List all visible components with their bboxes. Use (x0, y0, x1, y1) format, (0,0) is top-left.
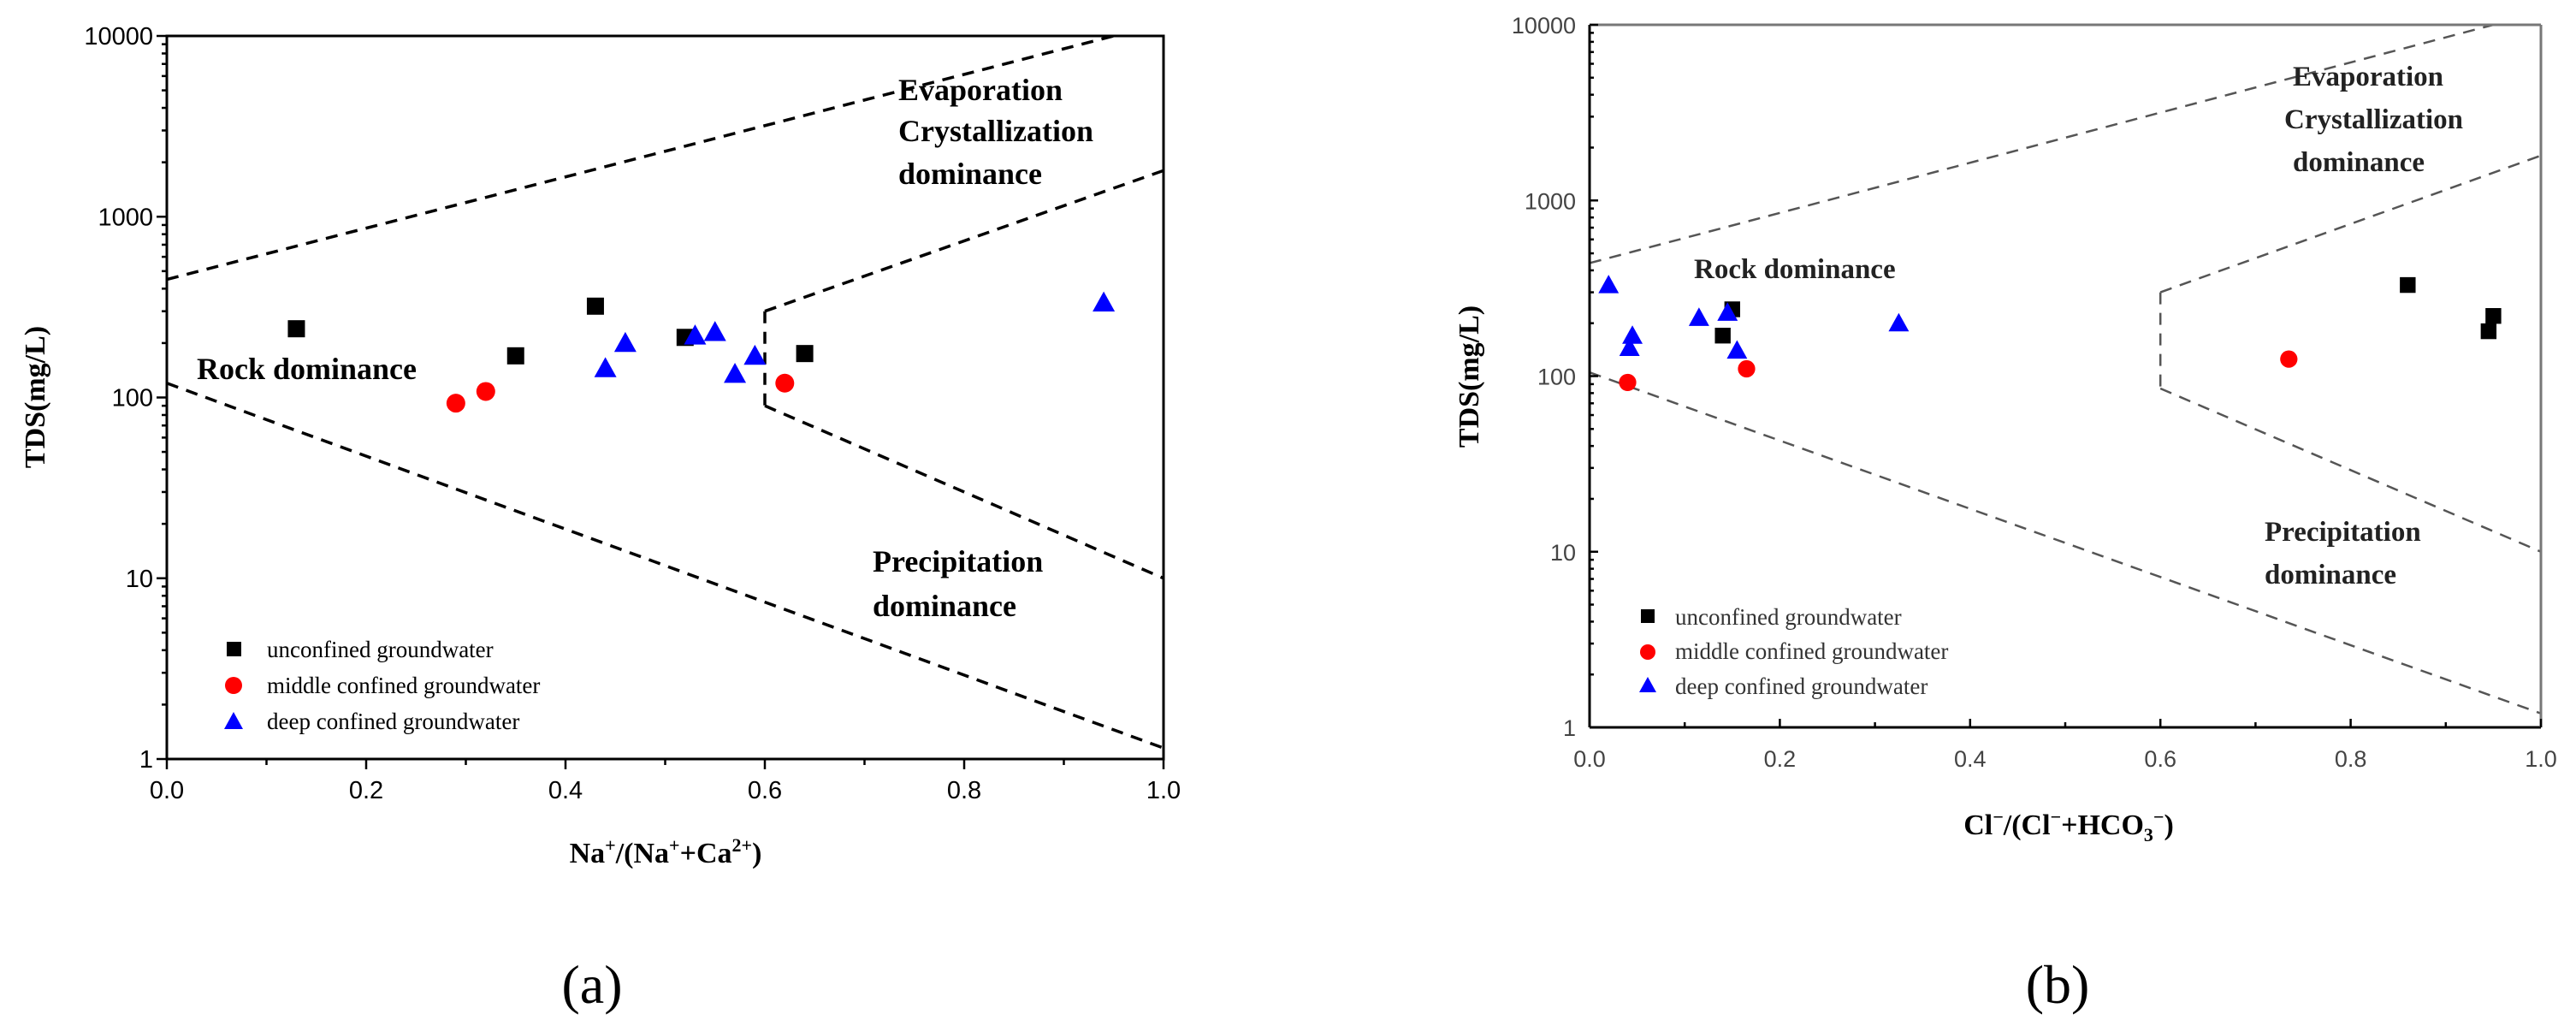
panel-b-legend-label-deep: deep confined groundwater (1675, 673, 1928, 699)
panel-b-legend-label-unconfined: unconfined groundwater (1675, 604, 1902, 630)
panel-a-annot-evaporation: Evaporation (898, 73, 1063, 107)
panel-b-point-unconfined (2485, 308, 2502, 324)
panel-b-point-deep (1598, 275, 1620, 294)
panel-a-annot-dominance-1: dominance (898, 157, 1042, 191)
panel-b-xtick-label: 0.0 (1573, 746, 1606, 772)
panel-b-point-middle (2280, 350, 2298, 368)
panel-a-point-deep (724, 362, 747, 383)
panel-b-legend: unconfined groundwater middle confined g… (1639, 604, 1948, 699)
panel-b-point-middle (1738, 359, 1756, 378)
panel-b-point-deep (1622, 325, 1643, 344)
panel-b: 0.0 0.2 0.4 0.6 0.8 1.0 1 10 100 1000 10000 TDS(mg… (1454, 13, 2557, 1015)
panel-b-boundaries (1589, 23, 2542, 715)
panel-a-point-unconfined (796, 345, 814, 363)
panel-a-annot-crystallization: Crystallization (898, 114, 1093, 148)
panel-a-point-deep (684, 324, 707, 345)
panel-a-ytick-label: 100 (112, 385, 153, 412)
panel-b-ytick-label: 10000 (1512, 13, 1576, 39)
panel-b-boundary-upper (1589, 23, 2494, 264)
panel-b-boundary-right-lower (2159, 387, 2542, 553)
panel-a-point-unconfined (506, 347, 524, 365)
panel-a-boundaries (166, 34, 1164, 750)
panel-a-legend-marker-unconfined (227, 642, 241, 656)
panel-a-xtick-label: 0.0 (150, 777, 184, 804)
panel-b-ytick-label: 10 (1550, 540, 1576, 566)
panel-a-points (287, 291, 1116, 413)
panel-a-legend-label-deep: deep confined groundwater (267, 709, 519, 734)
panel-b-annot-dominance-1: dominance (2293, 147, 2425, 178)
panel-a-point-unconfined (586, 297, 604, 315)
panel-b-legend-label-middle: middle confined groundwater (1675, 638, 1948, 664)
panel-a-point-middle (775, 373, 795, 393)
panel-b-xlabel: Cl−/(Cl−+HCO3−) (1963, 806, 2174, 845)
panel-b-xtick-label: 1.0 (2525, 746, 2557, 772)
panel-b-ytick-label: 1000 (1525, 188, 1576, 214)
panel-b-annot-rock-dominance: Rock dominance (1694, 254, 1896, 285)
panel-a-xtick-label: 1.0 (1146, 777, 1181, 804)
panel-a-ytick-label: 10000 (84, 23, 153, 50)
panel-b-points (1598, 275, 2502, 392)
panel-a-xtick-label: 0.4 (548, 777, 583, 804)
panel-b-boundary-right-upper (2159, 154, 2542, 294)
panel-a-ytick-label: 1000 (98, 204, 153, 231)
panel-b-legend-marker-unconfined (1641, 609, 1655, 623)
panel-b-ylabel: TDS(mg/L) (1454, 305, 1485, 448)
panel-a-annot-dominance-2: dominance (873, 589, 1016, 623)
panel-a-ticks: 0.0 0.2 0.4 0.6 0.8 1.0 1 10 100 1000 10000 (84, 23, 1181, 804)
panel-b-legend-marker-middle (1640, 644, 1655, 660)
panel-b-boundary-lower (1589, 371, 2542, 715)
panel-b-annot-dominance-2: dominance (2265, 560, 2396, 590)
panel-a-label: (a) (561, 954, 622, 1015)
panel-a-legend: unconfined groundwater middle confined g… (224, 637, 540, 734)
panel-a-point-deep (1093, 291, 1116, 311)
panel-a-xtick-label: 0.2 (349, 777, 383, 804)
panel-b-annot-evaporation: Evaporation (2293, 62, 2443, 92)
panel-b-legend-marker-deep (1639, 677, 1656, 692)
panel-a-ylabel: TDS(mg/L) (20, 326, 51, 468)
panel-b-xtick-label: 0.8 (2335, 746, 2367, 772)
panel-a-point-unconfined (287, 320, 305, 338)
panel-b-point-unconfined (2400, 276, 2416, 294)
panel-b-point-deep (1726, 340, 1748, 359)
panel-b-xtick-label: 0.6 (2144, 746, 2176, 772)
panel-a-legend-label-middle: middle confined groundwater (267, 673, 540, 698)
panel-b-point-unconfined (2480, 323, 2497, 340)
panel-a-xtick-label: 0.8 (947, 777, 981, 804)
panel-a-boundary-lower (166, 382, 1164, 750)
panel-b-point-deep (1619, 337, 1640, 356)
panel-a-point-deep (743, 344, 767, 365)
panel-b-point-deep (1888, 312, 1910, 332)
panel-b-ticks: 0.0 0.2 0.4 0.6 0.8 1.0 1 10 100 1000 10000 (1512, 13, 2557, 772)
panel-b-annot-precipitation: Precipitation (2265, 517, 2421, 548)
panel-a-point-middle (446, 394, 465, 413)
panel-a-legend-marker-deep (224, 712, 243, 729)
panel-a-point-deep (703, 321, 726, 341)
panel-a-ytick-label: 1 (139, 746, 153, 774)
panel-b-xtick-label: 0.2 (1764, 746, 1797, 772)
panel-b-point-unconfined (1714, 328, 1731, 344)
panel-a-point-deep (613, 331, 637, 353)
panel-a-xlabel: Na+/(Na++Ca2+) (570, 834, 762, 869)
panel-a: 0.0 0.2 0.4 0.6 0.8 1.0 1 10 100 1000 10000 TDS(mg… (20, 23, 1181, 1015)
panel-a-legend-marker-middle (225, 677, 242, 694)
panel-a-point-deep (594, 357, 617, 377)
panel-b-point-deep (1688, 307, 1709, 326)
panel-a-annot-precipitation: Precipitation (873, 544, 1043, 578)
panel-b-ytick-label: 1 (1563, 715, 1576, 741)
panel-a-boundary-right-lower (764, 404, 1164, 580)
panel-b-point-middle (1619, 373, 1637, 392)
panel-b-annot-crystallization: Crystallization (2284, 104, 2463, 135)
panel-b-point-deep (1717, 302, 1738, 321)
panel-a-xtick-label: 0.6 (748, 777, 782, 804)
panel-b-label: (b) (2026, 954, 2090, 1015)
panel-a-legend-label-unconfined: unconfined groundwater (267, 637, 494, 662)
panel-b-ytick-label: 100 (1537, 365, 1576, 390)
panel-a-annot-rock-dominance: Rock dominance (197, 352, 417, 386)
panel-a-point-middle (476, 382, 495, 401)
panel-b-xtick-label: 0.4 (1954, 746, 1987, 772)
panel-a-boundary-right-upper (764, 169, 1164, 313)
panel-a-ytick-label: 10 (126, 566, 153, 593)
